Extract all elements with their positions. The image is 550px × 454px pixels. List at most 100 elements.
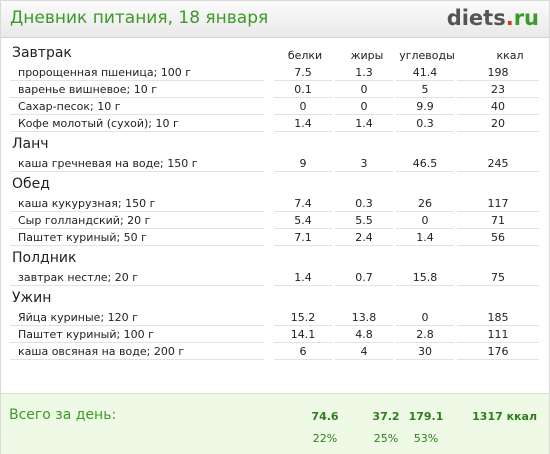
protein-percent: 22% [312,432,338,445]
value-cell-fat: 0 [335,98,393,115]
food-name-cell: завтрак нестле; 20 г [10,269,264,286]
meal-header: Ланч [1,136,549,155]
logo-tld: ru [513,6,539,30]
value-protein: 7.5 [294,66,312,79]
meal-title: Ланч [12,136,49,152]
total-protein: 74.6 [311,410,339,423]
column-header: жиры [350,49,384,62]
value-cell-carbs: 0.3 [396,115,454,132]
value-protein: 1.4 [294,117,312,130]
value-fat: 0.3 [355,197,373,210]
food-row: завтрак нестле; 20 г 1.4 0.7 15.8 75 [1,269,549,286]
value-cell-carbs: 2.8 [396,326,454,343]
meal-header: Обед [1,176,549,195]
value-cell-carbs: 0 [396,309,454,326]
total-carbs: 179.1 [408,410,444,423]
food-name: Паштет куриный; 50 г [18,231,147,244]
food-row: Паштет куриный; 50 г 7.1 2.4 1.4 56 [1,229,549,246]
food-row: каша овсяная на воде; 200 г 6 4 30 176 [1,343,549,360]
value-cell-protein: 15.2 [274,309,332,326]
value-cell-carbs: 9.9 [396,98,454,115]
value-kcal: 176 [487,345,509,358]
food-row: Сахар-песок; 10 г 0 0 9.9 40 [1,98,549,115]
value-cell-kcal: 111 [457,326,539,343]
value-cell-kcal: 176 [457,343,539,360]
meal-title: Полдник [12,250,77,266]
meal-header: Ужин [1,290,549,309]
food-row: Кофе молотый (сухой); 10 г 1.4 1.4 0.3 20 [1,115,549,132]
food-name-cell: каша овсяная на воде; 200 г [10,343,264,360]
food-name-cell: Паштет куриный; 100 г [10,326,264,343]
value-carbs: 15.8 [412,271,438,284]
value-protein: 0.1 [294,83,312,96]
value-carbs: 2.8 [416,328,434,341]
food-name-cell: каша кукурузная; 150 г [10,195,264,212]
value-cell-fat: 1.4 [335,115,393,132]
value-protein: 6 [299,345,307,358]
value-cell-fat: 0.7 [335,269,393,286]
day-totals: Всего за день: 74.6 37.2 179.1 1317 ккал… [1,393,549,454]
food-row: варенье вишневое; 10 г 0.1 0 5 23 [1,81,549,98]
value-kcal: 56 [491,231,505,244]
value-kcal: 23 [491,83,505,96]
value-cell-protein: 7.4 [274,195,332,212]
value-protein: 1.4 [294,271,312,284]
value-kcal: 111 [487,328,509,341]
value-fat: 4.8 [355,328,373,341]
header-bar: Дневник питания, 18 января diets.ru [1,1,549,38]
food-name: каша овсяная на воде; 200 г [18,345,185,358]
total-fat: 37.2 [372,410,400,423]
value-protein: 9 [299,157,307,170]
food-name-cell: пророщенная пшеница; 100 г [10,64,264,81]
value-fat: 1.3 [355,66,373,79]
logo-dot: . [505,6,514,30]
value-cell-fat: 3 [335,155,393,172]
value-carbs: 41.4 [412,66,438,79]
food-name-cell: Сахар-песок; 10 г [10,98,264,115]
value-cell-fat: 4 [335,343,393,360]
value-cell-protein: 5.4 [274,212,332,229]
value-protein: 5.4 [294,214,312,227]
food-name: Паштет куриный; 100 г [18,328,154,341]
food-row: Паштет куриный; 100 г 14.1 4.8 2.8 111 [1,326,549,343]
food-name-cell: каша гречневая на воде; 150 г [10,155,264,172]
food-name: каша гречневая на воде; 150 г [18,157,198,170]
food-name-cell: Яйца куриные; 120 г [10,309,264,326]
value-cell-kcal: 23 [457,81,539,98]
value-cell-carbs: 0 [396,212,454,229]
value-protein: 7.4 [294,197,312,210]
value-carbs: 0.3 [416,117,434,130]
value-cell-protein: 14.1 [274,326,332,343]
value-cell-fat: 5.5 [335,212,393,229]
value-cell-protein: 1.4 [274,269,332,286]
value-kcal: 75 [491,271,505,284]
value-cell-fat: 13.8 [335,309,393,326]
food-table: Завтрак белки жиры углеводы ккал пророщенная … [1,45,549,364]
value-cell-fat: 4.8 [335,326,393,343]
value-kcal: 20 [491,117,505,130]
totals-label: Всего за день: [9,407,117,423]
food-name: Сыр голландский; 20 г [18,214,151,227]
logo-main: diets [446,6,506,30]
site-logo[interactable]: diets.ru [447,6,539,30]
value-cell-protein: 1.4 [274,115,332,132]
value-cell-carbs: 26 [396,195,454,212]
food-name: пророщенная пшеница; 100 г [18,66,192,79]
value-cell-fat: 1.3 [335,64,393,81]
value-carbs: 30 [418,345,432,358]
value-kcal: 117 [487,197,509,210]
value-cell-protein: 7.5 [274,64,332,81]
food-name: Сахар-песок; 10 г [18,100,121,113]
meal-spacer [1,360,549,364]
food-name: завтрак нестле; 20 г [18,271,139,284]
meal-title: Обед [12,176,50,192]
value-cell-protein: 9 [274,155,332,172]
food-row: каша кукурузная; 150 г 7.4 0.3 26 117 [1,195,549,212]
value-cell-protein: 6 [274,343,332,360]
value-fat: 0 [360,100,368,113]
value-protein: 14.1 [290,328,316,341]
value-cell-kcal: 40 [457,98,539,115]
food-name: каша кукурузная; 150 г [18,197,156,210]
value-cell-kcal: 117 [457,195,539,212]
value-carbs: 1.4 [416,231,434,244]
